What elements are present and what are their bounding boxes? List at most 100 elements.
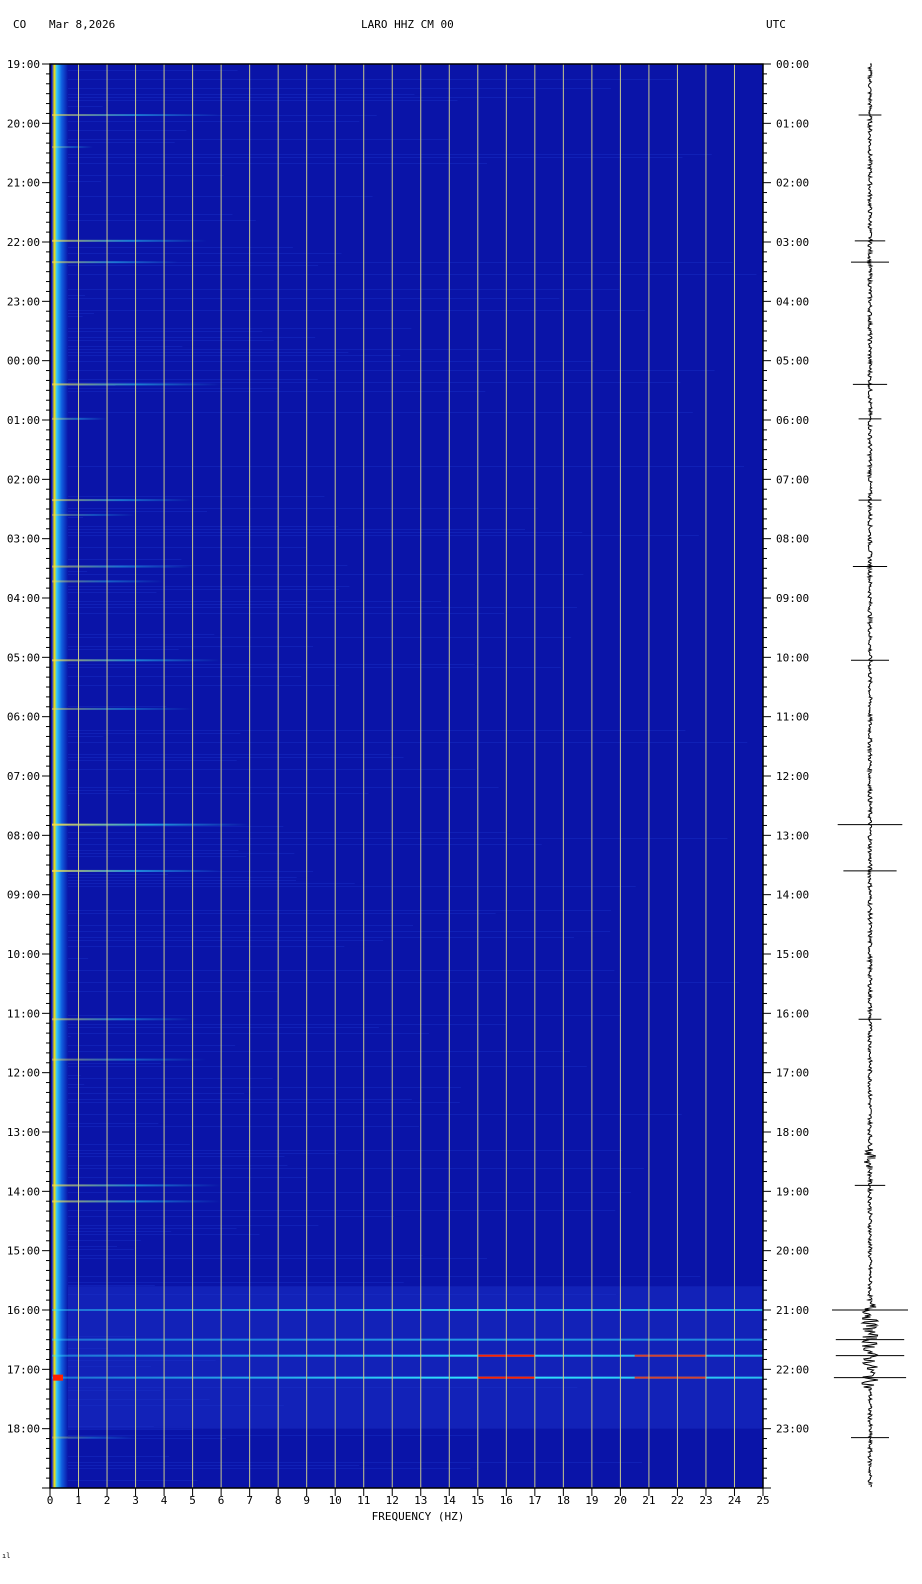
noise-row bbox=[68, 289, 620, 290]
noise-row bbox=[68, 163, 488, 164]
seismogram-line bbox=[860, 63, 880, 1488]
noise-row bbox=[68, 547, 308, 548]
y-tick-label-local: 14:00 bbox=[7, 1185, 40, 1198]
noise-row bbox=[68, 1282, 404, 1283]
noise-row bbox=[68, 667, 561, 668]
noise-row bbox=[68, 1225, 319, 1226]
noise-row bbox=[68, 1216, 395, 1217]
event-streak bbox=[52, 707, 193, 710]
noise-row bbox=[68, 880, 297, 881]
x-tick-label: 18 bbox=[557, 1494, 570, 1507]
y-tick-label-utc: 12:00 bbox=[776, 770, 809, 783]
noise-row bbox=[68, 736, 104, 737]
axes: 0 1 2 3 4 5 6 7 8 9 10 11 12 13 14 15 16 17 18 19 20 21 22 23 24… bbox=[7, 58, 809, 1507]
y-tick-label-utc: 19:00 bbox=[776, 1185, 809, 1198]
noise-row bbox=[68, 832, 507, 833]
x-axis-label: FREQUENCY (HZ) bbox=[372, 1510, 465, 1523]
noise-row bbox=[68, 1438, 227, 1439]
spectrogram-plot bbox=[50, 64, 763, 1488]
noise-row bbox=[68, 634, 215, 635]
noise-row bbox=[68, 385, 116, 386]
noise-row bbox=[68, 844, 542, 845]
y-tick-label-local: 11:00 bbox=[7, 1007, 40, 1020]
noise-row bbox=[68, 1246, 118, 1247]
event-streak bbox=[52, 261, 179, 264]
noise-row bbox=[68, 886, 636, 887]
event-streak bbox=[52, 659, 222, 662]
noise-row bbox=[68, 274, 757, 275]
noise-row bbox=[68, 649, 179, 650]
noise-row bbox=[68, 706, 167, 707]
noise-row bbox=[68, 1024, 507, 1025]
noise-row bbox=[68, 496, 325, 497]
noise-row bbox=[68, 571, 88, 572]
y-tick-label-utc: 18:00 bbox=[776, 1126, 809, 1139]
noise-row bbox=[68, 730, 686, 731]
y-tick-label-utc: 03:00 bbox=[776, 236, 809, 249]
noise-row bbox=[68, 1255, 423, 1256]
noise-row bbox=[68, 883, 355, 884]
noise-row bbox=[68, 1153, 338, 1154]
y-tick-label-utc: 07:00 bbox=[776, 473, 809, 486]
noise-row bbox=[68, 1468, 471, 1469]
noise-row bbox=[68, 1063, 161, 1064]
noise-row bbox=[68, 742, 748, 743]
y-tick-label-local: 03:00 bbox=[7, 533, 40, 546]
noise-row bbox=[68, 769, 476, 770]
x-tick-label: 13 bbox=[414, 1494, 427, 1507]
noise-row bbox=[68, 913, 496, 914]
x-tick-label: 9 bbox=[303, 1494, 310, 1507]
x-tick-label: 15 bbox=[471, 1494, 484, 1507]
noise-row bbox=[68, 298, 560, 299]
event-streak bbox=[52, 1309, 763, 1311]
noise-row bbox=[68, 1462, 643, 1463]
noise-row bbox=[68, 1168, 644, 1169]
noise-row bbox=[68, 1480, 198, 1481]
x-tick-label: 6 bbox=[218, 1494, 225, 1507]
noise-row bbox=[68, 352, 349, 353]
x-tick-label: 11 bbox=[357, 1494, 370, 1507]
noise-row bbox=[68, 676, 302, 677]
noise-row bbox=[68, 664, 475, 665]
y-tick-label-utc: 23:00 bbox=[776, 1423, 809, 1436]
noise-row bbox=[68, 70, 238, 71]
noise-row bbox=[68, 1240, 141, 1241]
y-tick-label-utc: 08:00 bbox=[776, 533, 809, 546]
event-hot-segment bbox=[634, 1376, 706, 1379]
x-tick-label: 7 bbox=[246, 1494, 253, 1507]
noise-row bbox=[68, 1123, 159, 1124]
y-tick-label-utc: 10:00 bbox=[776, 651, 809, 664]
x-tick-label: 16 bbox=[500, 1494, 513, 1507]
y-tick-label-utc: 04:00 bbox=[776, 295, 809, 308]
x-tick-label: 10 bbox=[329, 1494, 342, 1507]
noise-row bbox=[68, 181, 102, 182]
event-streak bbox=[52, 869, 222, 872]
noise-row bbox=[68, 733, 241, 734]
noise-row bbox=[68, 1231, 172, 1232]
y-tick-label-utc: 11:00 bbox=[776, 711, 809, 724]
x-tick-label: 23 bbox=[699, 1494, 712, 1507]
noise-row bbox=[68, 331, 263, 332]
noise-row bbox=[68, 1036, 71, 1037]
noise-row bbox=[68, 850, 239, 851]
noise-row bbox=[68, 337, 316, 338]
noise-row bbox=[68, 1114, 682, 1115]
y-tick-label-local: 08:00 bbox=[7, 829, 40, 842]
event-streak bbox=[52, 1338, 763, 1341]
noise-row bbox=[68, 805, 71, 806]
x-tick-label: 12 bbox=[386, 1494, 399, 1507]
x-tick-label: 0 bbox=[47, 1494, 54, 1507]
station-title: LARO HHZ CM 00 bbox=[361, 18, 454, 31]
event-streak bbox=[52, 383, 222, 386]
noise-row bbox=[68, 370, 715, 371]
noise-row bbox=[68, 1033, 430, 1034]
noise-row bbox=[68, 355, 401, 356]
y-tick-label-utc: 16:00 bbox=[776, 1007, 809, 1020]
noise-row bbox=[68, 589, 340, 590]
event-streak bbox=[52, 1184, 222, 1187]
noise-row bbox=[68, 970, 615, 971]
noise-row bbox=[68, 262, 733, 263]
y-tick-label-local: 20:00 bbox=[7, 117, 40, 130]
y-tick-label-utc: 02:00 bbox=[776, 177, 809, 190]
noise-row bbox=[68, 106, 103, 107]
